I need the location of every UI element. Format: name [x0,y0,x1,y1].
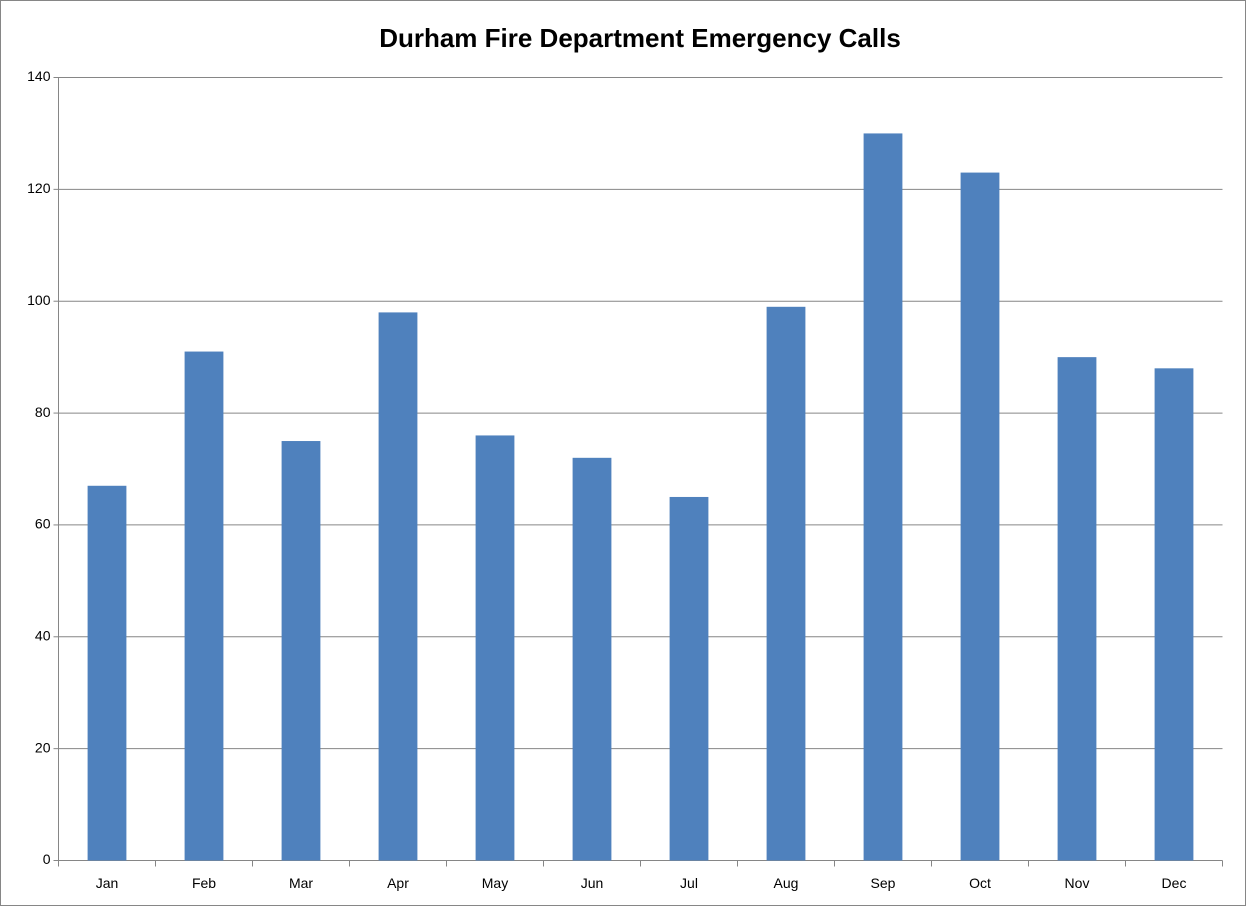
bar [184,351,224,861]
bar [766,306,806,861]
x-tick-label: Aug [774,875,799,891]
bar [1057,357,1097,861]
bar [378,312,418,861]
y-tick-label: 80 [35,404,51,420]
x-tick-label: Jul [680,875,698,891]
x-tick-label: Sep [871,875,896,891]
x-tick-label: Nov [1065,875,1090,891]
chart-title: Durham Fire Department Emergency Calls [379,23,901,53]
y-tick-label: 60 [35,516,51,532]
x-tick-label: Mar [289,875,313,891]
x-tick-label: May [482,875,508,891]
bar [572,457,612,861]
x-tick-label: Jan [96,875,119,891]
y-tick-label: 120 [27,180,51,196]
x-tick-label: Dec [1162,875,1187,891]
x-tick-label: Apr [387,875,409,891]
bar [960,172,1000,861]
y-tick-label: 0 [43,851,51,867]
x-tick-label: Jun [581,875,604,891]
y-tick-label: 100 [27,292,51,308]
bar [281,441,321,861]
bar [1154,368,1194,861]
y-tick-label: 40 [35,627,51,643]
bar [475,435,515,861]
bar [863,133,903,861]
y-tick-label: 20 [35,739,51,755]
x-tick-label: Oct [969,875,991,891]
bar [669,496,709,861]
bar [87,485,127,861]
x-tick-label: Feb [192,875,216,891]
y-tick-label: 140 [27,68,51,84]
